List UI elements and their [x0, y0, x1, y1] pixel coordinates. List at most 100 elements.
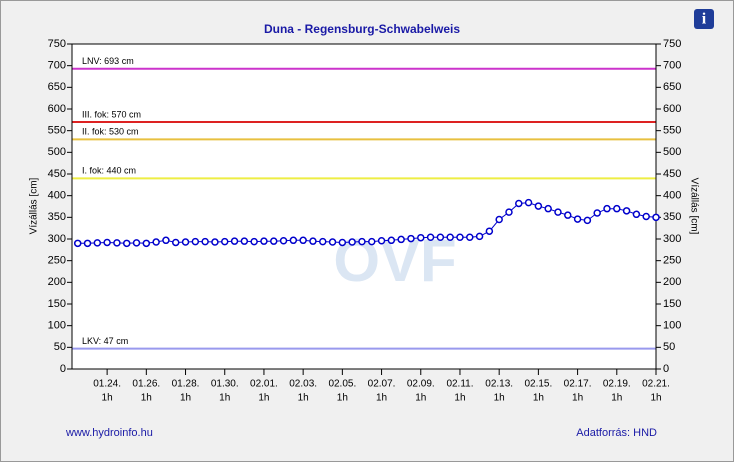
- y2-tick-label: 500: [663, 146, 681, 158]
- data-point: [181, 238, 190, 246]
- y2-tick-label: 750: [663, 38, 681, 50]
- footer-source: Adatforrás: HND: [576, 427, 657, 439]
- data-point: [152, 238, 160, 246]
- y2-tick-label: 150: [663, 298, 681, 310]
- x-tick-label: 02.09.: [407, 379, 435, 390]
- data-point: [583, 216, 592, 225]
- y2-tick-label: 550: [663, 125, 681, 137]
- y-tick-label: 750: [48, 38, 66, 50]
- data-point: [642, 212, 650, 221]
- data-point: [211, 238, 219, 246]
- y2-tick-label: 400: [663, 190, 681, 202]
- x-tick-label: 02.11.: [446, 379, 473, 390]
- y-tick-label: 400: [48, 190, 66, 202]
- data-point: [622, 207, 631, 215]
- data-point: [436, 233, 445, 242]
- x-tick-hour: 1h: [650, 393, 661, 404]
- data-point: [554, 208, 562, 216]
- data-point: [289, 236, 298, 245]
- x-tick-label: 02.19.: [603, 379, 631, 390]
- x-tick-hour: 1h: [376, 393, 387, 404]
- y2-axis-title: Vízállás [cm]: [688, 178, 699, 235]
- y-tick-label: 250: [48, 255, 66, 267]
- x-tick-label: 02.13.: [485, 379, 513, 390]
- x-tick-hour: 1h: [219, 393, 230, 404]
- y-tick-label: 550: [48, 125, 66, 137]
- data-point: [269, 237, 278, 245]
- x-tick-hour: 1h: [337, 393, 348, 404]
- data-point: [426, 233, 435, 242]
- data-point: [162, 236, 170, 245]
- x-tick-label: 02.17.: [564, 379, 592, 390]
- data-point: [319, 237, 327, 246]
- y2-tick-label: 600: [663, 103, 681, 115]
- x-tick-label: 01.26.: [132, 379, 160, 390]
- x-tick-label: 02.01.: [250, 379, 278, 390]
- y-tick-label: 450: [48, 168, 66, 180]
- data-point: [377, 236, 386, 245]
- x-tick-hour: 1h: [494, 393, 505, 404]
- x-tick-hour: 1h: [258, 393, 269, 404]
- x-tick-label: 01.28.: [172, 379, 200, 390]
- info-icon[interactable]: i: [702, 11, 707, 28]
- x-tick-hour: 1h: [611, 393, 622, 404]
- data-point: [260, 237, 268, 245]
- y-tick-label: 200: [48, 276, 66, 288]
- y2-tick-label: 350: [663, 211, 681, 223]
- data-point: [466, 233, 474, 242]
- y2-tick-label: 450: [663, 168, 681, 180]
- data-point: [309, 237, 317, 245]
- y-tick-label: 0: [60, 363, 66, 375]
- data-point: [328, 238, 337, 246]
- y-tick-label: 300: [48, 233, 66, 245]
- x-tick-label: 01.24.: [93, 379, 121, 390]
- data-point: [132, 239, 141, 247]
- y2-tick-label: 300: [663, 233, 681, 245]
- x-tick-label: 02.15.: [524, 379, 552, 390]
- y-tick-label: 650: [48, 81, 66, 93]
- x-tick-hour: 1h: [141, 393, 152, 404]
- x-tick-hour: 1h: [533, 393, 544, 404]
- data-point: [534, 202, 543, 210]
- plot-frame: [71, 43, 657, 370]
- data-point: [122, 239, 131, 248]
- data-point: [171, 238, 180, 247]
- footer-link[interactable]: www.hydroinfo.hu: [65, 427, 153, 439]
- data-point: [230, 237, 239, 245]
- y-tick-label: 600: [48, 103, 66, 115]
- threshold-label: I. fok: 440 cm: [82, 166, 136, 176]
- x-tick-label: 02.05.: [328, 379, 356, 390]
- threshold-label: III. fok: 570 cm: [82, 109, 141, 119]
- data-point: [544, 204, 552, 213]
- data-point: [299, 236, 307, 245]
- info-button[interactable]: [694, 9, 714, 29]
- data-point: [73, 239, 82, 248]
- y2-tick-label: 250: [663, 255, 681, 267]
- y2-tick-label: 50: [663, 341, 675, 353]
- data-point: [515, 199, 523, 208]
- data-point: [348, 238, 356, 246]
- x-tick-label: 01.30.: [211, 379, 239, 390]
- data-point: [456, 233, 464, 242]
- data-point: [524, 198, 533, 207]
- data-point: [652, 213, 660, 222]
- y-tick-label: 350: [48, 211, 66, 223]
- data-point: [603, 204, 611, 213]
- x-tick-label: 02.03.: [289, 379, 317, 390]
- y2-tick-label: 100: [663, 320, 681, 332]
- y2-tick-label: 650: [663, 81, 681, 93]
- chart-title: Duna - Regensburg-Schwabelweis: [264, 22, 460, 36]
- data-point: [397, 235, 405, 244]
- data-point: [417, 233, 425, 242]
- data-point: [83, 239, 92, 248]
- data-point: [446, 233, 454, 242]
- x-tick-label: 02.07.: [368, 379, 396, 390]
- x-tick-hour: 1h: [415, 393, 426, 404]
- data-point: [613, 204, 621, 213]
- data-point: [593, 209, 601, 217]
- y-axis-title: Vízállás [cm]: [29, 177, 40, 234]
- y2-tick-label: 700: [663, 60, 681, 72]
- y-tick-label: 500: [48, 146, 66, 158]
